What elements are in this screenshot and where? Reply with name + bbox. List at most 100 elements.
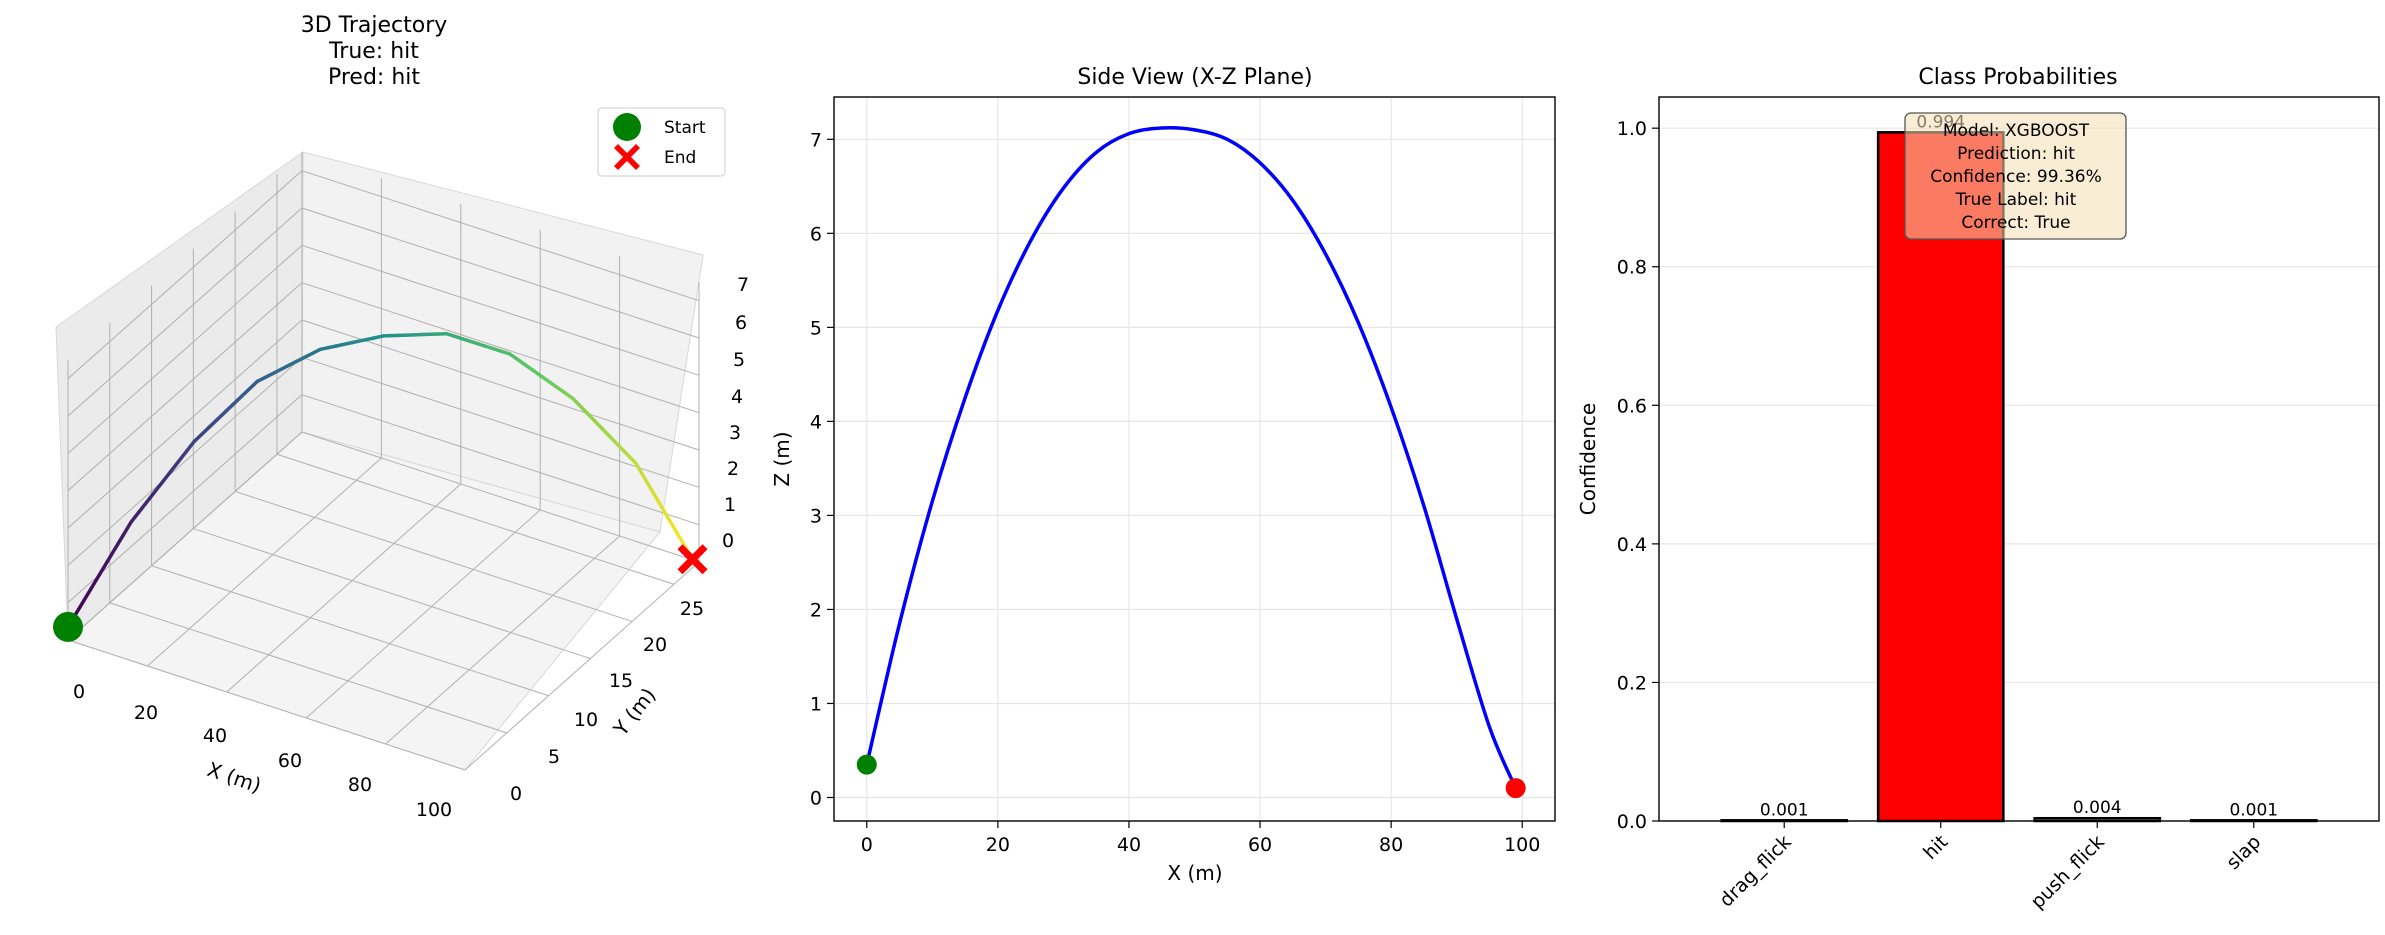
x-tick-label: drag_flick xyxy=(1715,831,1795,911)
x-tick-label: 80 xyxy=(1379,834,1403,856)
side-view-title: Side View (X-Z Plane) xyxy=(1077,65,1312,90)
z-tick-label: 7 xyxy=(737,274,749,296)
grid-line xyxy=(301,282,700,414)
trajectory-segment xyxy=(153,480,165,494)
grid-3d xyxy=(67,152,700,771)
trajectory-segment xyxy=(239,387,252,399)
end-marker xyxy=(677,544,708,575)
legend-start-label: Start xyxy=(664,118,706,138)
model-info-line: Prediction: hit xyxy=(1957,144,2075,164)
trajectory-segment xyxy=(224,402,236,414)
trajectory-segment xyxy=(610,437,622,449)
trajectory-segment xyxy=(216,409,228,421)
grid-line xyxy=(234,490,633,622)
trajectory-segment xyxy=(97,559,110,577)
x-tick-label: 20 xyxy=(134,702,158,724)
z-tick-label: 4 xyxy=(731,386,743,408)
trajectory-segment xyxy=(618,445,630,458)
y-tick-label: 5 xyxy=(548,746,560,768)
side-view-y-axis-label: Z (m) xyxy=(770,431,794,486)
grid-line xyxy=(301,394,700,526)
y-tick-label: 1.0 xyxy=(1617,118,1647,140)
model-info-line: True Label: hit xyxy=(1955,190,2077,210)
trajectory-segment xyxy=(105,546,118,564)
x-tick-label: hit xyxy=(1919,831,1952,864)
side-view-ticks: 0 20 40 60 80 100 0 1 2 3 4 5 6 7 xyxy=(810,129,1540,856)
y-tick-label: 10 xyxy=(574,709,598,731)
x-tick-label: slap xyxy=(2222,831,2265,874)
side-view-grid xyxy=(834,97,1555,821)
grid-line xyxy=(276,453,675,585)
trajectory-3d-panel: 3D Trajectory True: hit Pred: hit 0 20 4… xyxy=(53,13,749,821)
grid-line xyxy=(67,170,303,380)
y-tick-label: 20 xyxy=(643,634,667,656)
z-tick-label: 1 xyxy=(724,494,736,516)
trajectory-3d-line xyxy=(66,331,695,629)
grid-line xyxy=(301,319,700,451)
grid-line xyxy=(67,639,466,771)
grid-line xyxy=(301,207,700,339)
x-tick-label: 60 xyxy=(1248,834,1272,856)
trajectory-3d-title-line-1: 3D Trajectory xyxy=(301,13,448,38)
z-tick-label: 5 xyxy=(733,349,745,371)
x-tick-label: 0 xyxy=(861,834,873,856)
trajectory-segment xyxy=(634,461,645,478)
z-axis-ticks: 0 1 2 3 4 5 6 7 xyxy=(722,274,749,552)
grid-line xyxy=(193,528,591,660)
trajectory-segment xyxy=(571,396,583,409)
end-cross xyxy=(677,544,708,575)
x-tick-label: 40 xyxy=(1117,834,1141,856)
model-info-box-background xyxy=(1904,112,2127,240)
model-info-box: Model: XGBOOST Prediction: hit Confidenc… xyxy=(1904,112,2127,240)
trajectory-segment xyxy=(160,469,173,484)
trajectory-segment xyxy=(602,429,614,441)
trajectory-segment xyxy=(578,404,591,417)
grid-line xyxy=(109,602,507,734)
y-tick-label: 7 xyxy=(810,129,822,151)
trajectory-segment xyxy=(247,379,260,391)
side-view-start-marker xyxy=(856,754,877,775)
trajectory-segment xyxy=(594,421,607,433)
model-info-line: Confidence: 99.36% xyxy=(1930,167,2102,187)
grid-line xyxy=(385,535,620,745)
start-marker xyxy=(53,611,83,642)
legend-end-label: End xyxy=(664,148,696,168)
y-tick-label: 15 xyxy=(609,670,633,692)
side-view-end-marker xyxy=(1505,778,1526,799)
side-view-trajectory-line xyxy=(865,126,1518,789)
y-tick-label: 3 xyxy=(810,505,822,527)
trajectory-segment xyxy=(137,500,149,514)
bar-value-label: 0.004 xyxy=(2073,798,2122,818)
grid-line xyxy=(301,244,700,376)
trajectory-segment xyxy=(113,533,125,551)
trajectory-segment xyxy=(74,598,86,616)
grid-line xyxy=(147,457,382,667)
x-tick-label: 20 xyxy=(986,834,1010,856)
trajectory-3d-title-line-3: Pred: hit xyxy=(328,65,420,90)
trajectory-segment xyxy=(669,521,681,537)
trajectory-segment xyxy=(192,432,204,444)
x-axis-label: X (m) xyxy=(204,757,264,798)
x-tick-label: 80 xyxy=(348,774,372,796)
trajectory-segment xyxy=(626,453,638,466)
trajectory-segment xyxy=(231,394,244,406)
trajectory-segment xyxy=(676,533,688,549)
trajectory-3d-title-line-2: True: hit xyxy=(328,39,419,64)
trajectory-segment xyxy=(121,520,133,537)
grid-line xyxy=(67,244,303,454)
y-tick-label: 0.6 xyxy=(1617,395,1647,417)
trajectory-segment xyxy=(176,449,189,464)
grid-line xyxy=(301,431,700,563)
z-tick-label: 3 xyxy=(729,422,741,444)
y-tick-label: 5 xyxy=(810,317,822,339)
legend: Start End xyxy=(597,107,726,177)
trajectory-segment xyxy=(168,459,181,474)
x-tick-label: 60 xyxy=(278,750,302,772)
trajectory-segment xyxy=(208,417,220,429)
trajectory-segment xyxy=(184,439,196,454)
x-tick-label: 100 xyxy=(416,799,452,821)
x-tick-label: 40 xyxy=(203,725,227,747)
y-tick-label: 0.0 xyxy=(1617,811,1647,833)
grid-line xyxy=(301,170,700,302)
y-axis-ticks: 0 5 10 15 20 25 xyxy=(510,598,704,805)
